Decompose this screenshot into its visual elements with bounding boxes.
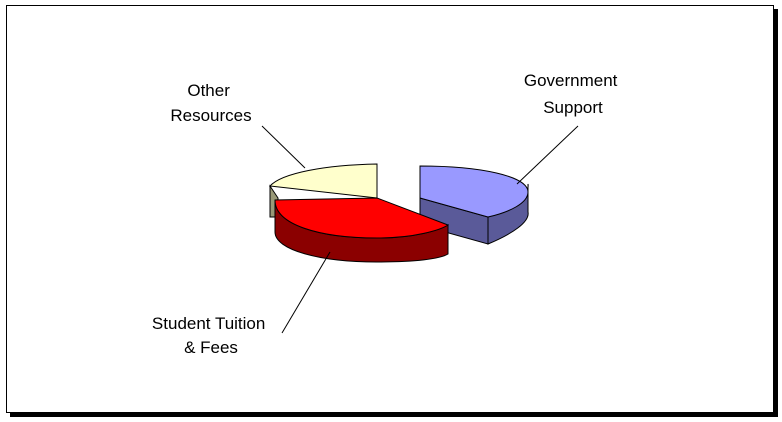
label-other: Other Resources <box>170 81 251 125</box>
slice-government-top <box>419 165 529 218</box>
slice-tuition-top <box>274 197 450 239</box>
leader-other <box>261 125 306 169</box>
label-government: Government Support <box>524 71 622 117</box>
leader-government <box>516 125 579 185</box>
slice-government-support <box>419 165 529 245</box>
leader-tuition <box>281 251 331 334</box>
slice-other-top <box>268 163 378 199</box>
label-tuition: Student Tuition & Fees <box>152 314 270 357</box>
slice-student-tuition <box>274 197 450 263</box>
